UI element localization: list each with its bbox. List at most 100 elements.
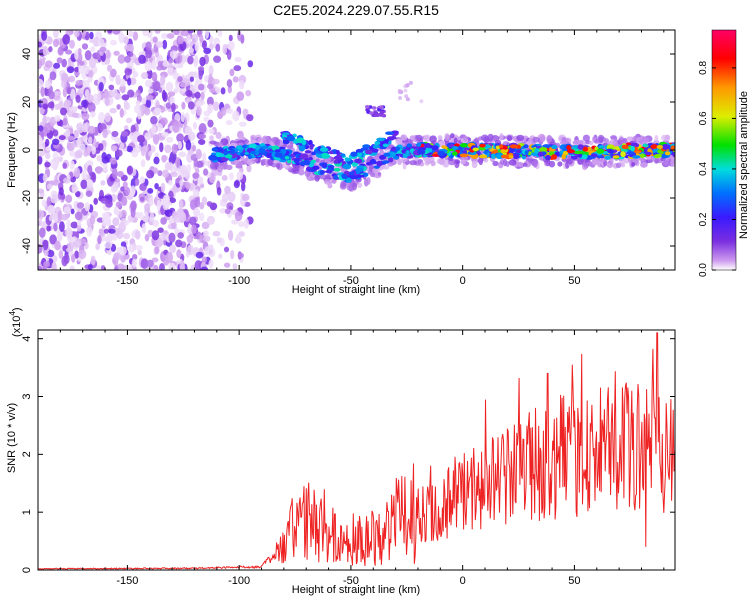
heatmap-cell (86, 178, 94, 189)
heatmap-cell (596, 148, 605, 154)
heatmap-cell (117, 54, 126, 64)
heatmap-cell (219, 157, 229, 162)
heatmap-cell (209, 163, 216, 169)
heatmap-cell (202, 40, 207, 50)
heatmap-cell (585, 161, 593, 167)
heatmap-cell (365, 149, 373, 155)
heatmap-cell (63, 177, 71, 184)
heatmap-cell (192, 172, 200, 179)
heatmap-cell (211, 147, 218, 152)
heatmap-cell (237, 30, 242, 42)
heatmap-cell (74, 150, 83, 159)
y-tick-label: 40 (21, 48, 33, 60)
heatmap-cell (50, 190, 58, 199)
heatmap-cell (43, 250, 49, 257)
heatmap-cell (126, 145, 133, 153)
heatmap-cell (148, 88, 154, 94)
heatmap-cell (216, 186, 222, 196)
x-tick-label: -100 (228, 275, 250, 287)
heatmap-cell (227, 85, 232, 94)
heatmap-cell (115, 201, 122, 208)
heatmap-cell (327, 183, 333, 189)
heatmap-cell (160, 217, 167, 225)
heatmap-cell (460, 143, 468, 148)
heatmap-cell (168, 232, 176, 243)
heatmap-cell (206, 201, 213, 207)
heatmap-cell (178, 199, 184, 211)
heatmap-cell (132, 71, 139, 78)
heatmap-cell (265, 136, 271, 143)
heatmap-cell (226, 49, 232, 61)
heatmap-cell (197, 176, 204, 185)
heatmap-cell (216, 237, 222, 244)
x-tick-label: -150 (116, 275, 138, 287)
heatmap-cell (198, 83, 205, 91)
heatmap-cell (175, 178, 181, 184)
heatmap-cell (207, 103, 214, 114)
heatmap-cell (286, 135, 295, 142)
heatmap-cell (551, 154, 557, 160)
heatmap-cell (205, 30, 209, 39)
heatmap-cell (142, 215, 148, 222)
heatmap-cell (672, 153, 675, 158)
heatmap-cell (81, 43, 89, 50)
heatmap-cell (71, 106, 78, 113)
heatmap-cell (610, 135, 616, 140)
heatmap-cell (203, 235, 211, 242)
heatmap-cell (42, 45, 49, 57)
heatmap-cell (199, 34, 204, 43)
heatmap-cell (73, 30, 80, 38)
heatmap-cell (654, 135, 659, 142)
heatmap-cell (642, 136, 649, 145)
heatmap-cell (45, 146, 51, 152)
heatmap-cell (478, 154, 488, 159)
heatmap-cell (81, 169, 88, 181)
heatmap-cell (319, 147, 329, 152)
x-tick-label: 50 (568, 275, 580, 287)
heatmap-cell (201, 221, 210, 230)
heatmap-cell (120, 241, 127, 247)
heatmap-cell (409, 160, 417, 166)
heatmap-cell (230, 249, 235, 260)
heatmap-cell (354, 158, 363, 164)
heatmap-cell (246, 114, 254, 122)
heatmap-cell (74, 211, 83, 221)
snr-x-axis-label: Height of straight line (km) (292, 584, 420, 596)
heatmap-cell (612, 140, 618, 147)
heatmap-cell (38, 149, 46, 157)
heatmap-cell (233, 180, 240, 189)
heatmap-cell (247, 154, 252, 159)
heatmap-cell (354, 168, 364, 172)
heatmap-cell (188, 47, 195, 54)
heatmap-cell (463, 135, 468, 142)
snr-axes: -150 -100 -50 0 50 0 1 2 3 4 (21, 330, 675, 587)
heatmap-cell (65, 227, 73, 238)
heatmap-cell (74, 67, 79, 73)
heatmap-cell (68, 75, 76, 83)
heatmap-cell (654, 157, 660, 164)
snr-frame (37, 329, 676, 571)
heatmap-cell (105, 200, 113, 208)
heatmap-axes: -150 -100 -50 0 50 -40 -20 0 20 40 (21, 30, 675, 287)
y-tick-label: 3 (21, 393, 33, 399)
heatmap-cell (66, 66, 75, 74)
heatmap-cell (171, 221, 177, 230)
heatmap-cell (62, 34, 70, 45)
heatmap-cell (123, 36, 129, 45)
heatmap-cell (123, 232, 131, 240)
heatmap-cell (315, 158, 320, 163)
heatmap-cell (122, 181, 128, 189)
heatmap-cell (48, 215, 54, 222)
heatmap-cell (373, 111, 378, 115)
heatmap-cell (615, 162, 622, 169)
colorbar-gradient (711, 29, 737, 271)
heatmap-cell (65, 49, 73, 55)
heatmap-cell (85, 190, 93, 197)
heatmap-cell (385, 131, 394, 135)
heatmap-cell (282, 139, 290, 145)
heatmap-cell (350, 151, 358, 157)
heatmap-cell (500, 154, 510, 159)
heatmap-cell (524, 150, 529, 155)
heatmap-cell (144, 107, 151, 116)
heatmap-cell (198, 123, 207, 134)
